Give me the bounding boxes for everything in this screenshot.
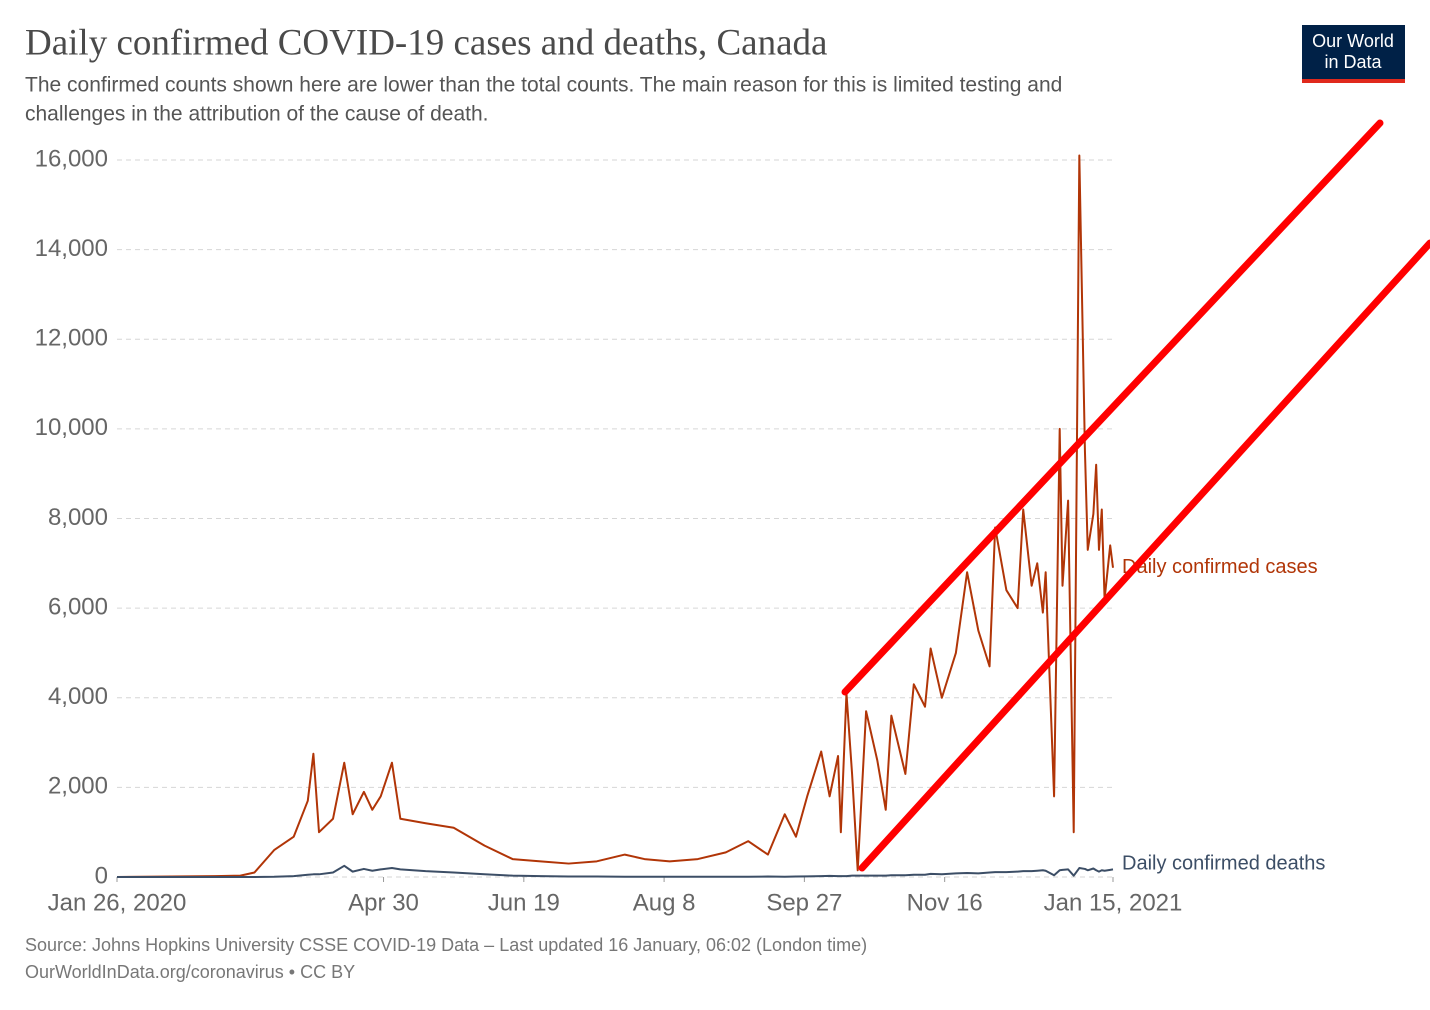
y-tick-label: 12,000 <box>35 325 108 352</box>
subtitle: The confirmed counts shown here are lowe… <box>25 74 1062 97</box>
x-tick-label: Nov 16 <box>907 889 983 916</box>
y-tick-label: 8,000 <box>48 504 108 531</box>
y-tick-label: 6,000 <box>48 593 108 620</box>
x-tick-label: Apr 30 <box>348 889 419 916</box>
y-tick-label: 4,000 <box>48 683 108 710</box>
y-tick-label: 10,000 <box>35 414 108 441</box>
x-tick-label: Jan 26, 2020 <box>48 889 187 916</box>
x-tick-label: Sep 27 <box>766 889 842 916</box>
logo-text: in Data <box>1324 52 1382 72</box>
chart-title: Daily confirmed COVID-19 cases and death… <box>25 22 827 63</box>
annotation-line <box>841 119 1384 696</box>
logo-box <box>1302 25 1405 79</box>
logo-bar <box>1302 79 1405 83</box>
y-tick-label: 14,000 <box>35 235 108 262</box>
source: OurWorldInData.org/coronavirus • CC BY <box>25 962 355 982</box>
series-label: Daily confirmed deaths <box>1122 853 1325 875</box>
y-tick-label: 0 <box>95 862 108 889</box>
series-line <box>116 154 1114 878</box>
y-tick-label: 16,000 <box>35 145 108 172</box>
source: Source: Johns Hopkins University CSSE CO… <box>25 935 867 955</box>
x-tick-label: Jan 15, 2021 <box>1044 889 1183 916</box>
subtitle: challenges in the attribution of the cau… <box>25 103 489 126</box>
logo-text: Our World <box>1312 31 1394 51</box>
series-label: Daily confirmed cases <box>1122 556 1318 578</box>
series-line <box>117 864 1114 878</box>
annotation-line <box>858 239 1430 872</box>
x-tick-label: Jun 19 <box>488 889 560 916</box>
x-tick-label: Aug 8 <box>633 889 696 916</box>
y-tick-label: 2,000 <box>48 773 108 800</box>
plot: 0 2,000 4,000 6,000 8,000 10,000 12,000 14,000 1… <box>35 145 1326 916</box>
